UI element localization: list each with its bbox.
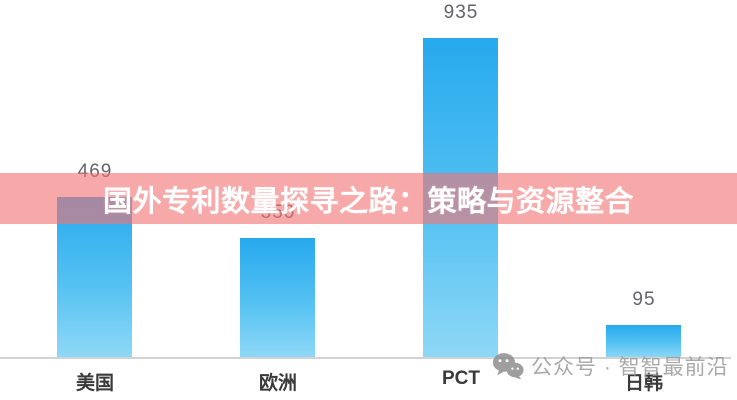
category-label: PCT — [442, 368, 480, 389]
category-label: 美国 — [75, 373, 114, 394]
bar — [606, 325, 681, 358]
title-banner: 国外专利数量探寻之路：策略与资源整合 — [0, 173, 737, 224]
bar-value-label: 935 — [443, 2, 479, 23]
bar — [240, 238, 315, 358]
watermark-label: 公众号 · 智智最前沿 — [531, 356, 729, 379]
x-axis-line — [0, 357, 731, 359]
category-label: 日韩 — [624, 373, 663, 394]
wechat-icon — [492, 353, 524, 380]
page-title: 国外专利数量探寻之路：策略与资源整合 — [102, 185, 634, 218]
category-label: 欧洲 — [258, 373, 297, 394]
bar-value-label: 95 — [632, 289, 656, 310]
watermark: 公众号 · 智智最前沿 — [492, 351, 729, 381]
